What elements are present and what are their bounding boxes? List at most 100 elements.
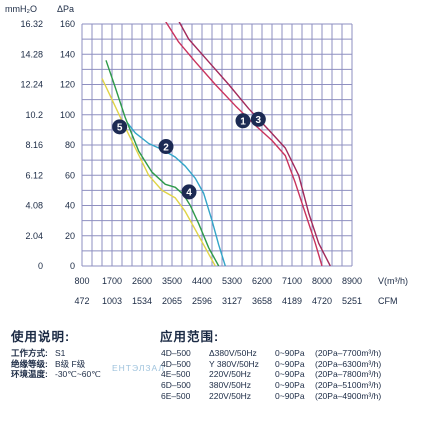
performance-chart: mmH₂O ΔPa16016.3214014.2812012.2410010.28…	[5, 4, 408, 306]
model-row: 4D–500 Y 380V/50Hz 0~90Pa (20Pa–6300m³/h)	[161, 359, 381, 370]
usage-row: 环境温度: -30℃~60℃	[11, 369, 101, 380]
model-voltage: 220V/50Hz	[209, 369, 252, 380]
marker-label-3: 3	[256, 115, 262, 126]
model-code: 4D–500	[161, 358, 191, 369]
model-code: 4E–500	[161, 369, 191, 380]
model-flow: (20Pa–4900m³/h)	[315, 390, 382, 401]
usage-row: 工作方式: S1	[11, 348, 101, 359]
x-tick-v: 8900	[342, 276, 362, 286]
y-tick-mmh2o: 8.16	[25, 140, 43, 150]
y-tick-pa: 160	[60, 19, 75, 29]
x-tick-v: 2600	[132, 276, 152, 286]
x-tick-v: 6200	[252, 276, 272, 286]
usage-heading: 使用说明:	[11, 330, 71, 344]
model-pressure: 0~90Pa	[275, 348, 305, 359]
x-axis-title-cfm: CFM	[378, 296, 398, 306]
marker-label-2: 2	[163, 142, 169, 153]
x-tick-v: 1700	[102, 276, 122, 286]
y-tick-pa: 20	[65, 231, 75, 241]
y-tick-mmh2o: 4.08	[25, 201, 43, 211]
marker-circle-5	[112, 119, 128, 135]
usage-value: B级 F级	[55, 358, 86, 369]
model-voltage: Δ380V/50Hz	[209, 348, 257, 359]
model-pressure: 0~90Pa	[275, 390, 305, 401]
usage-info: 工作方式: S1 绝缘等级: B级 F级 环境温度: -30℃~60℃	[11, 348, 101, 380]
model-code: 6D–500	[161, 380, 191, 391]
usage-row: 绝缘等级: B级 F级	[11, 359, 101, 370]
curve-series-5	[101, 78, 216, 266]
watermark-text: ЕНТЭЛЗАЛ	[112, 363, 165, 373]
y-tick-pa: 80	[65, 140, 75, 150]
x-tick-cfm: 3127	[222, 296, 242, 306]
x-tick-v: 4400	[192, 276, 212, 286]
y-tick-mmh2o: 2.04	[25, 231, 43, 241]
x-tick-cfm: 472	[74, 296, 89, 306]
usage-label: 工作方式:	[11, 348, 48, 359]
y-tick-mmh2o: 14.28	[20, 49, 43, 59]
y-tick-mmh2o: 0	[38, 261, 43, 271]
x-tick-v: 8000	[312, 276, 332, 286]
x-tick-cfm: 3658	[252, 296, 272, 306]
y-tick-mmh2o: 6.12	[25, 170, 43, 180]
application-info: 4D–500 Δ380V/50Hz 0~90Pa (20Pa–7700m³/h) 4D–…	[161, 348, 381, 401]
x-tick-cfm: 1003	[102, 296, 122, 306]
curve-series-1	[165, 22, 323, 266]
usage-value: -30℃~60℃	[55, 369, 101, 380]
x-tick-cfm: 2596	[192, 296, 212, 306]
model-pressure: 0~90Pa	[275, 358, 305, 369]
marker-label-4: 4	[186, 188, 192, 199]
curve-series-3	[178, 22, 331, 266]
x-tick-v: 800	[74, 276, 89, 286]
model-voltage: Y 380V/50Hz	[209, 358, 259, 369]
model-row: 4E–500 220V/50Hz 0~90Pa (20Pa–7800m³/h)	[161, 369, 381, 380]
x-tick-cfm: 2065	[162, 296, 182, 306]
x-axis-labels: 800 472 1700 1003 2600 1534 3500 2065 4400 2596 53…	[74, 276, 408, 306]
model-row: 4D–500 Δ380V/50Hz 0~90Pa (20Pa–7700m³/h)	[161, 348, 381, 359]
x-tick-cfm: 4720	[312, 296, 332, 306]
y-axis-title-pa: ΔPa	[57, 4, 74, 14]
usage-label: 绝缘等级:	[11, 358, 48, 369]
marker-circle-1	[235, 113, 251, 129]
model-flow: (20Pa–7700m³/h)	[315, 348, 382, 359]
usage-label: 环境温度:	[11, 369, 48, 380]
model-voltage: 380V/50Hz	[209, 380, 252, 391]
y-tick-mmh2o: 12.24	[20, 80, 43, 90]
model-flow: (20Pa–5100m³/h)	[315, 380, 382, 391]
curve-series-2	[126, 121, 226, 266]
model-flow: (20Pa–7800m³/h)	[315, 369, 382, 380]
curve-series-4	[105, 60, 220, 266]
y-tick-pa: 40	[65, 201, 75, 211]
x-tick-v: 5300	[222, 276, 242, 286]
model-pressure: 0~90Pa	[275, 369, 305, 380]
marker-circle-2	[158, 139, 174, 155]
x-tick-v: 7100	[282, 276, 302, 286]
model-row: 6E–500 220V/50Hz 0~90Pa (20Pa–4900m³/h)	[161, 390, 381, 401]
y-tick-pa: 60	[65, 170, 75, 180]
model-pressure: 0~90Pa	[275, 380, 305, 391]
y-tick-mmh2o: 10.2	[25, 110, 43, 120]
x-tick-v: 3500	[162, 276, 182, 286]
usage-value: S1	[55, 348, 66, 359]
y-tick-pa: 140	[60, 49, 75, 59]
curve-markers: 1 2 3 4 5	[112, 111, 266, 200]
marker-circle-4	[181, 184, 197, 200]
y-tick-pa: 100	[60, 110, 75, 120]
model-row: 6D–500 380V/50Hz 0~90Pa (20Pa–5100m³/h)	[161, 380, 381, 391]
chart-grid	[81, 23, 353, 267]
marker-label-1: 1	[240, 117, 246, 128]
x-tick-cfm: 5251	[342, 296, 362, 306]
y-tick-pa: 0	[70, 261, 75, 271]
model-flow: (20Pa–6300m³/h)	[315, 358, 382, 369]
model-voltage: 220V/50Hz	[209, 390, 252, 401]
marker-label-5: 5	[117, 123, 123, 134]
marker-circle-3	[250, 111, 266, 127]
y-axis-labels: mmH₂O ΔPa 160 16.32 140 14.28 120 12.24 100 10.2 8…	[5, 4, 75, 271]
model-code: 4D–500	[161, 348, 191, 359]
application-heading: 应用范围:	[160, 330, 220, 344]
y-tick-mmh2o: 16.32	[20, 19, 43, 29]
model-code: 6E–500	[161, 390, 191, 401]
x-tick-cfm: 1534	[132, 296, 152, 306]
x-axis-title-v: V(m³/h)	[378, 276, 408, 286]
y-tick-pa: 120	[60, 80, 75, 90]
fan-curves	[101, 22, 331, 266]
